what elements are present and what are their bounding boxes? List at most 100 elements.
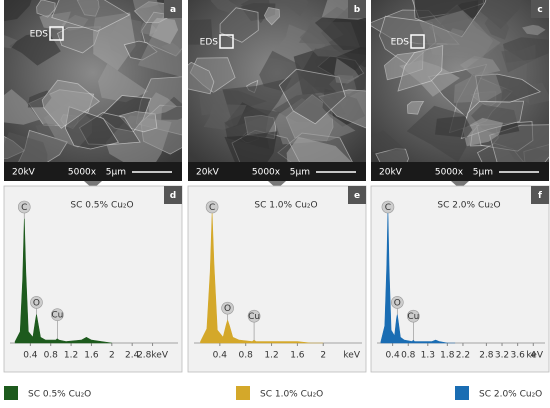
x-tick-label: 3.6 (510, 351, 525, 361)
eds-label: EDS (30, 30, 49, 40)
sem-grain (501, 44, 536, 73)
panel-letter-bg (164, 0, 182, 18)
legend-label: SC 1.0% Cu₂O (260, 390, 323, 400)
annotation: Cu (248, 312, 260, 322)
sem-grain (522, 24, 546, 36)
annotation: O (33, 298, 40, 308)
x-tick-label: 1.6 (84, 351, 99, 361)
sem-image (188, 0, 366, 162)
sem-grain (397, 44, 444, 92)
spectrum-area (380, 209, 456, 344)
sem-grain (149, 17, 179, 45)
voltage: 20kV (12, 168, 36, 178)
annotation-badge (51, 308, 64, 322)
x-tick-label: 2.8keV (137, 351, 169, 361)
scale-label: 5µm (106, 168, 126, 178)
panel-letter: b (354, 5, 361, 15)
x-tick-label: 1.8 (440, 351, 455, 361)
sem-grain (462, 117, 503, 147)
panel-letter: a (170, 5, 176, 15)
chart-title: SC 0.5% Cu₂O (70, 201, 133, 211)
x-tick-label: 4 (530, 351, 536, 361)
sem-grain (459, 55, 501, 76)
spectrum-area (14, 218, 112, 344)
magnification: 5000x (252, 168, 281, 178)
sem-grain (334, 58, 360, 84)
annotation: Cu (51, 311, 63, 321)
annotation: C (21, 203, 27, 213)
panel-letter-bg (531, 0, 549, 18)
panel-letter: d (170, 191, 176, 201)
annotation: O (224, 304, 231, 314)
sem-grain (161, 42, 182, 57)
sem-grain (371, 130, 406, 152)
chart-title: SC 1.0% Cu₂O (254, 201, 317, 211)
info-bar (371, 162, 549, 181)
pointer (84, 181, 102, 189)
sem-grain (9, 31, 61, 66)
eds-box (49, 26, 64, 41)
annotation-badge (381, 200, 395, 214)
annotation: C (385, 203, 391, 213)
sem-grain (188, 19, 213, 45)
pointer (451, 181, 469, 189)
eds-box (410, 34, 425, 49)
x-tick-label: 0.8 (401, 351, 416, 361)
panel-letter-bg (531, 186, 549, 204)
sem-image (4, 0, 182, 162)
x-tick-label: 0.8 (239, 351, 254, 361)
x-tick-label: 0.4 (23, 351, 38, 361)
sem-grain (188, 61, 215, 95)
scale-label: 5µm (290, 168, 310, 178)
chart-title: SC 2.0% Cu₂O (437, 201, 500, 211)
panel-letter-bg (164, 186, 182, 204)
sem-grain (279, 0, 309, 17)
magnification: 5000x (68, 168, 97, 178)
panel-letter: f (538, 191, 542, 201)
x-unit: keV (526, 351, 543, 361)
sem-grain (98, 63, 149, 103)
x-tick-label: 2.2 (456, 351, 470, 361)
sem-grain (224, 131, 278, 162)
sem-grain (375, 148, 410, 162)
sem-grain (453, 71, 502, 103)
sem-grain (4, 35, 18, 49)
annotation-badge (17, 200, 31, 214)
panel-letter-bg (348, 0, 366, 18)
sem-grain (41, 79, 100, 129)
sem-grain (484, 15, 509, 40)
x-tick-label: 0.4 (213, 351, 228, 361)
panel-letter-bg (348, 186, 366, 204)
annotation: C (209, 203, 215, 213)
info-bar (188, 162, 366, 181)
sem-grain (435, 116, 473, 138)
pointer (268, 181, 286, 189)
sem-grain (219, 7, 259, 43)
sem-grain (473, 0, 522, 29)
x-tick-label: 1.2 (264, 351, 278, 361)
sem-grain (448, 28, 464, 42)
sem-grain (286, 136, 352, 162)
sem-image (371, 0, 549, 162)
x-tick-label: 2.4 (125, 351, 140, 361)
annotation-badge (247, 309, 261, 323)
legend-label: SC 2.0% Cu₂O (479, 390, 542, 400)
annotation-badge (221, 301, 234, 315)
x-tick-label: 2 (109, 351, 115, 361)
sem-grain (4, 89, 40, 125)
annotation: O (394, 298, 401, 308)
x-tick-label: 2.8 (479, 351, 494, 361)
scale-label: 5µm (473, 168, 493, 178)
panel-letter: c (537, 5, 542, 15)
voltage: 20kV (196, 168, 220, 178)
sem-grain (263, 7, 280, 26)
sem-grain (224, 108, 280, 148)
sem-grain (4, 132, 48, 162)
voltage: 20kV (379, 168, 403, 178)
annotation-badge (391, 296, 404, 309)
eds-box (219, 34, 234, 49)
eds-label: EDS (391, 38, 410, 48)
sem-grain (132, 0, 159, 10)
x-tick-label: 1.2 (64, 351, 78, 361)
